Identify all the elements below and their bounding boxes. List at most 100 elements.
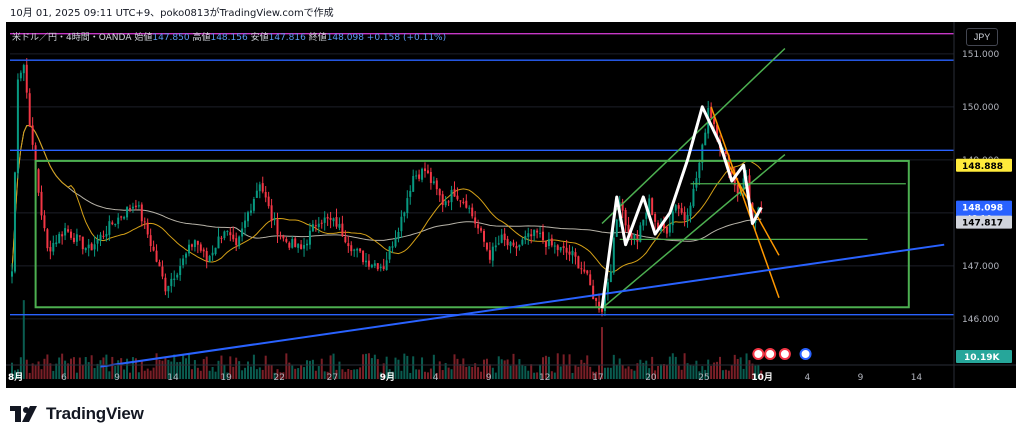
green-channel-line — [601, 153, 786, 309]
candle-body — [78, 235, 81, 237]
candle-body — [241, 228, 244, 237]
volume-bar — [288, 362, 291, 379]
volume-bar — [603, 367, 606, 379]
time-tick-label: 12 — [539, 373, 550, 383]
candle-body — [500, 234, 503, 243]
candle-body — [609, 271, 612, 282]
high-value: 148.156 — [210, 33, 248, 43]
candle-body — [424, 168, 426, 172]
volume-bar — [193, 360, 196, 379]
volume-bar — [483, 359, 485, 379]
candle-body — [662, 223, 665, 228]
candle-body — [208, 256, 211, 263]
candle-body — [323, 217, 326, 223]
candle-body — [648, 198, 651, 214]
volume-bar — [311, 359, 314, 379]
volume-bar — [426, 372, 429, 379]
volume-bar — [698, 371, 701, 379]
volume-bar — [25, 359, 28, 379]
volume-bar — [297, 368, 300, 379]
volume-bar — [229, 356, 232, 379]
volume-bar — [61, 353, 64, 379]
volume-bar — [409, 372, 412, 379]
candle-body — [633, 234, 636, 240]
candle-body — [665, 226, 668, 234]
candle-body — [391, 246, 394, 248]
candle-body — [49, 247, 52, 252]
candle-body — [530, 234, 533, 237]
volume-bar — [338, 361, 341, 379]
volume-bar — [58, 357, 61, 379]
volume-bar — [680, 369, 683, 379]
candle-body — [143, 221, 146, 223]
candle-body — [462, 201, 465, 203]
volume-bar — [235, 357, 238, 379]
volume-bar — [435, 372, 438, 379]
volume-bar — [553, 372, 556, 379]
time-tick-label: 10月 — [751, 372, 773, 383]
volume-bar — [376, 359, 379, 379]
candle-body — [220, 237, 223, 239]
volume-bar — [471, 366, 474, 379]
volume-bar — [397, 359, 400, 379]
candlestick-chart[interactable]: 146.000147.000148.000149.000150.000151.0… — [6, 22, 1016, 388]
volume-bar — [55, 363, 58, 379]
candle-body — [509, 241, 512, 246]
volume-bar — [668, 356, 671, 379]
volume-bar — [412, 356, 415, 379]
candle-body — [748, 175, 751, 203]
volume-bar — [468, 366, 471, 379]
volume-bar — [609, 367, 612, 379]
tradingview-logo-icon — [10, 406, 37, 422]
candle-body — [350, 245, 353, 252]
volume-bar — [329, 355, 332, 379]
candle-body — [185, 253, 188, 258]
candle-body — [630, 233, 633, 239]
candle-body — [483, 231, 485, 242]
volume-bar — [264, 355, 267, 379]
candle-body — [190, 244, 193, 247]
candle-body — [515, 245, 518, 249]
candle-body — [480, 228, 483, 231]
volume-bar — [695, 360, 698, 379]
candle-body — [314, 225, 317, 227]
candle-body — [232, 234, 235, 240]
volume-bar — [362, 354, 365, 379]
volume-bar — [123, 369, 126, 379]
volume-bar — [11, 362, 13, 379]
candle-body — [223, 231, 226, 239]
candle-body — [37, 169, 40, 193]
candle-body — [627, 224, 630, 233]
candle-body — [170, 278, 173, 287]
candle-body — [173, 278, 176, 280]
volume-bar — [586, 355, 589, 379]
volume-bar — [223, 364, 226, 379]
candle-body — [249, 210, 252, 213]
volume-bar — [512, 353, 515, 379]
candle-body — [645, 212, 648, 219]
candle-body — [40, 191, 43, 216]
volume-bar — [485, 358, 488, 379]
volume-bar — [556, 353, 559, 379]
volume-bar — [308, 360, 311, 379]
candle-body — [217, 236, 220, 249]
candle-body — [559, 247, 562, 251]
time-tick-label: 4 — [433, 373, 439, 383]
volume-bar — [757, 364, 760, 379]
candle-body — [123, 216, 126, 219]
volume-bar — [727, 370, 730, 379]
candle-body — [87, 244, 90, 249]
tradingview-logo[interactable]: TradingView — [10, 404, 144, 424]
event-flag-icon — [799, 348, 812, 360]
chart-panel[interactable]: 146.000147.000148.000149.000150.000151.0… — [6, 22, 1016, 388]
candle-body — [96, 239, 99, 244]
volume-bar — [217, 360, 220, 379]
volume-label-tag — [956, 350, 1012, 363]
currency-button[interactable]: JPY — [966, 28, 998, 46]
volume-bar — [506, 359, 509, 379]
candle-body — [713, 118, 716, 125]
candle-body — [258, 184, 261, 192]
volume-bar — [636, 363, 639, 379]
volume-bar — [347, 368, 350, 379]
candle-body — [93, 244, 96, 250]
